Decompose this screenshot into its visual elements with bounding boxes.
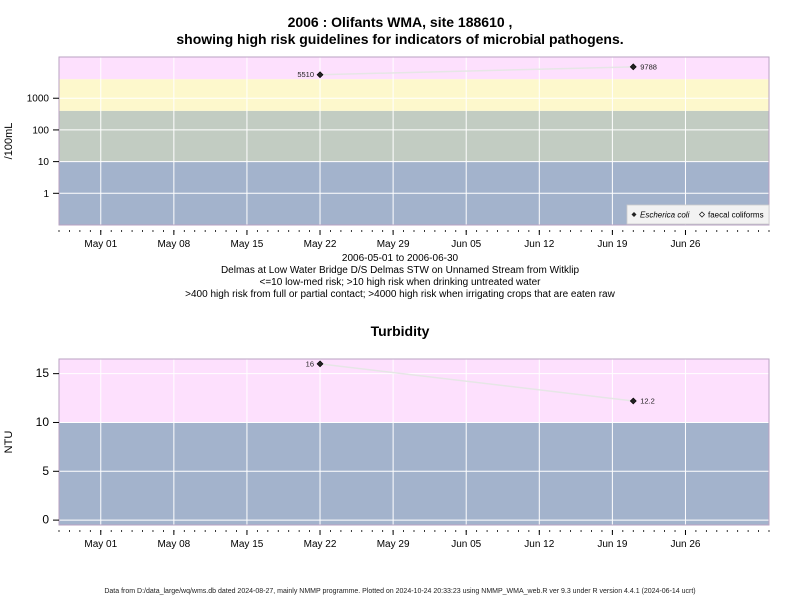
x-tick-label: Jun 12 [524,539,554,550]
series-line [319,363,634,402]
x-tick-label: May 08 [157,539,190,550]
y-tick-label: 15 [36,366,50,380]
legend-box [626,204,770,225]
plot-frame [58,358,770,526]
x-tick-label: May 29 [377,539,410,550]
caption-site: Delmas at Low Water Bridge D/S Delmas ST… [220,265,580,276]
x-tick-label: May 15 [231,239,264,250]
y-tick-label: 1 [43,189,49,200]
y-axis-label: /100mL [3,123,15,160]
x-tick-label: Jun 19 [597,239,627,250]
data-point [629,63,637,71]
x-tick-label: May 15 [231,539,264,550]
x-tick-label: May 01 [84,239,117,250]
risk-band [59,359,769,423]
plot-frame [58,56,770,226]
x-tick-label: Jun 05 [451,239,481,250]
data-label: 12.2 [640,396,655,405]
turbidity-title: Turbidity [370,323,430,339]
caption-contact-guideline: >400 high risk from full or partial cont… [185,289,615,300]
data-label: 5510 [297,70,314,79]
x-tick-label: Jun 12 [524,239,554,250]
risk-band [59,110,769,162]
legend-marker-open [698,211,706,218]
legend-label: faecal coliforms [708,211,764,220]
x-tick-label: May 22 [304,239,337,250]
y-tick-label: 1000 [27,94,50,105]
footer-note: Data from D:/data_large/wq/wms.db dated … [104,588,696,595]
legend-marker-filled [631,212,637,217]
data-point [316,71,324,79]
data-label: 9788 [640,62,657,71]
x-tick-label: May 01 [84,539,117,550]
y-tick-label: 100 [32,125,49,136]
x-tick-label: Jun 19 [597,539,627,550]
chart-title-line-1: 2006 : Olifants WMA, site 188610 , [287,14,513,30]
y-tick-label: 0 [42,513,49,527]
risk-band [59,422,769,525]
risk-band [59,79,769,111]
x-tick-label: May 29 [377,239,410,250]
data-point [629,397,637,405]
risk-band [59,57,769,80]
data-point [316,360,324,368]
y-axis-label: NTU [3,431,15,454]
x-tick-label: May 08 [157,239,190,250]
y-tick-label: 5 [42,464,49,478]
x-tick-label: Jun 26 [670,239,700,250]
y-tick-label: 10 [38,157,50,168]
x-tick-label: May 22 [304,539,337,550]
legend-label: Escherica coli [640,211,690,220]
caption-date-range: 2006-05-01 to 2006-06-30 [341,253,459,264]
caption-drinking-guideline: <=10 low-med risk; >10 high risk when dr… [259,277,541,288]
legend: Escherica coli faecal coliforms [626,204,770,225]
series-line [320,66,634,76]
chart-title-line-2: showing high risk guidelines for indicat… [176,31,624,47]
x-tick-label: Jun 05 [451,539,481,550]
data-label: 16 [306,359,314,368]
x-tick-label: Jun 26 [670,539,700,550]
y-tick-label: 10 [36,415,50,429]
